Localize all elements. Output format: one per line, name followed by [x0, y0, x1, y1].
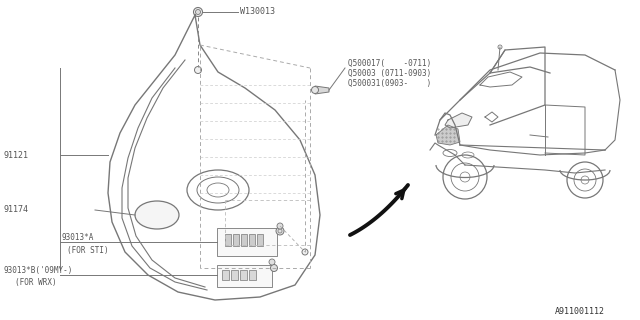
Polygon shape — [436, 125, 460, 145]
Ellipse shape — [135, 201, 179, 229]
FancyBboxPatch shape — [231, 270, 238, 280]
Text: Q500031(0903-    ): Q500031(0903- ) — [348, 78, 431, 87]
Text: (FOR WRX): (FOR WRX) — [15, 278, 56, 287]
Circle shape — [312, 86, 319, 93]
Text: W130013: W130013 — [240, 7, 275, 17]
Polygon shape — [315, 86, 329, 94]
Circle shape — [269, 259, 275, 265]
Circle shape — [277, 223, 283, 229]
Text: 93013*A: 93013*A — [62, 234, 94, 243]
Text: (FOR STI): (FOR STI) — [67, 245, 109, 254]
FancyBboxPatch shape — [241, 234, 247, 246]
Circle shape — [271, 265, 278, 271]
Text: A911001112: A911001112 — [555, 308, 605, 316]
Polygon shape — [445, 113, 472, 128]
FancyBboxPatch shape — [249, 270, 256, 280]
Text: Q50003 (0711-0903): Q50003 (0711-0903) — [348, 68, 431, 77]
FancyBboxPatch shape — [217, 228, 277, 256]
FancyBboxPatch shape — [233, 234, 239, 246]
Circle shape — [195, 10, 200, 14]
FancyBboxPatch shape — [225, 234, 231, 246]
Circle shape — [193, 7, 202, 17]
FancyBboxPatch shape — [240, 270, 247, 280]
Circle shape — [276, 227, 284, 235]
Text: 91174: 91174 — [4, 205, 29, 214]
Circle shape — [195, 67, 202, 74]
FancyBboxPatch shape — [249, 234, 255, 246]
Text: 93013*B('09MY-): 93013*B('09MY-) — [4, 267, 74, 276]
FancyBboxPatch shape — [222, 270, 229, 280]
Text: 91121: 91121 — [4, 150, 29, 159]
Text: Q500017(    -0711): Q500017( -0711) — [348, 59, 431, 68]
FancyBboxPatch shape — [217, 265, 272, 287]
FancyBboxPatch shape — [257, 234, 263, 246]
Circle shape — [302, 249, 308, 255]
